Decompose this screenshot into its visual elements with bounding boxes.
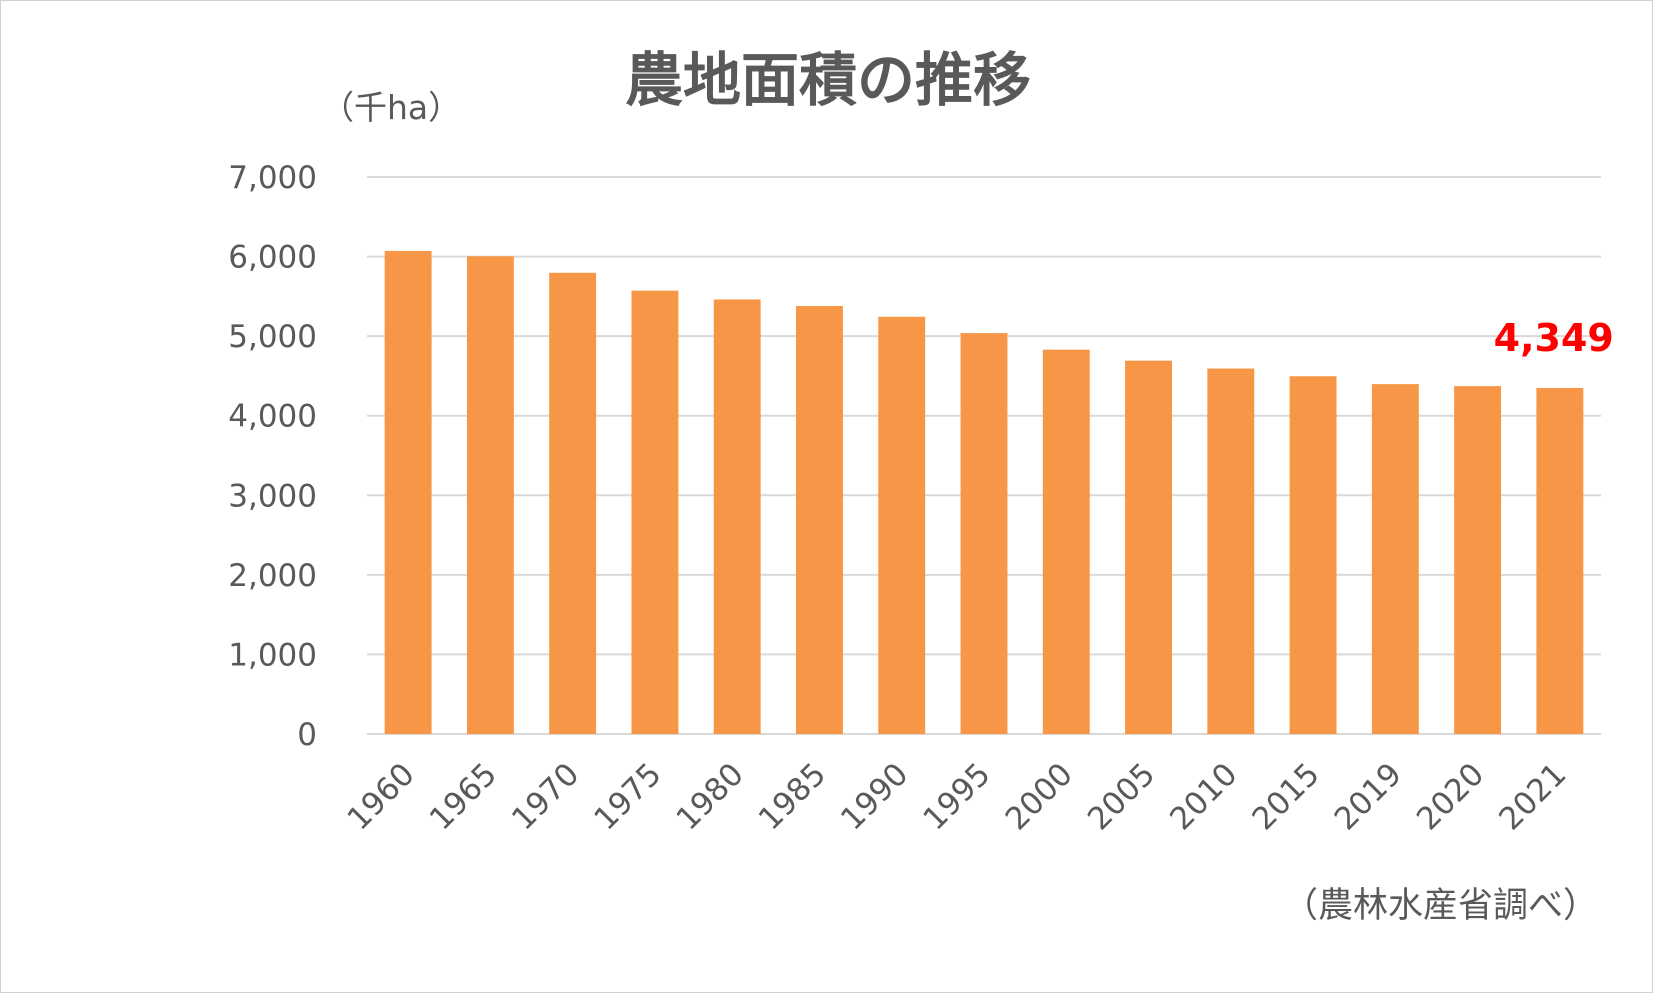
bar-2020	[1454, 386, 1502, 734]
x-tick-label: 2021	[1492, 756, 1573, 837]
x-tick-label: 2005	[1081, 756, 1162, 837]
bar-1985	[796, 305, 843, 734]
y-tick-label: 2,000	[228, 558, 317, 594]
bar-2021	[1536, 387, 1584, 734]
bar-1965	[466, 256, 514, 734]
x-tick-label: 2020	[1410, 756, 1491, 837]
y-axis-unit: （千ha）	[321, 88, 461, 127]
x-tick-label: 1960	[341, 756, 422, 837]
x-tick-label: 1985	[752, 756, 833, 837]
bar-1960	[384, 250, 432, 734]
y-tick-label: 6,000	[228, 240, 317, 276]
x-tick-label: 2000	[999, 756, 1080, 837]
chart-title: 農地面積の推移	[625, 46, 1031, 114]
x-tick-label: 1965	[423, 756, 504, 837]
y-tick-label: 0	[297, 717, 317, 753]
y-tick-label: 4,000	[228, 399, 317, 435]
x-tick-label: 1995	[916, 756, 997, 837]
y-tick-label: 5,000	[228, 319, 317, 355]
data-label-2021: 4,349	[1494, 316, 1614, 360]
bar-2010	[1207, 368, 1255, 734]
bar-1970	[549, 272, 597, 734]
x-tick-label: 1990	[834, 756, 915, 837]
x-tick-label: 2010	[1163, 756, 1244, 837]
x-tick-label: 1975	[587, 756, 668, 837]
y-tick-label: 1,000	[228, 637, 317, 673]
y-tick-label: 7,000	[228, 160, 317, 196]
bar-1980	[713, 299, 761, 734]
x-tick-label: 2015	[1245, 756, 1326, 837]
bar-2019	[1371, 384, 1419, 734]
x-tick-label: 1970	[505, 756, 586, 837]
bar-2000	[1042, 349, 1090, 734]
x-tick-label: 2019	[1328, 756, 1409, 837]
source-note: （農林水産省調べ）	[1283, 886, 1598, 926]
bar-1995	[960, 333, 1008, 734]
bar-1975	[631, 290, 679, 734]
bar-2015	[1289, 376, 1337, 734]
bar-1990	[878, 316, 926, 734]
y-tick-label: 3,000	[228, 478, 317, 514]
x-tick-label: 1980	[670, 756, 751, 837]
bar-2005	[1125, 360, 1172, 734]
